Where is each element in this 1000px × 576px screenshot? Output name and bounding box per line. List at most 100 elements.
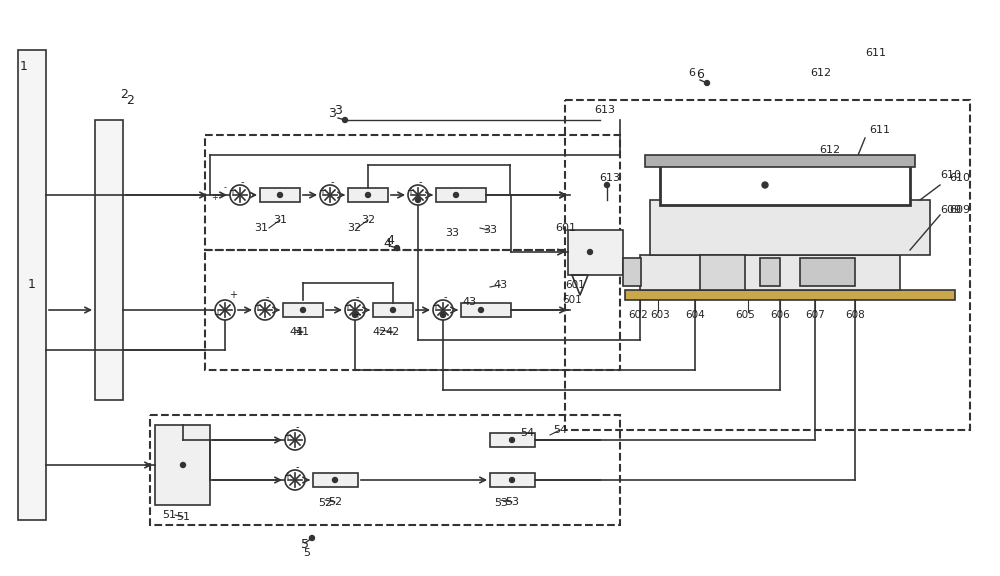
Text: 31: 31 xyxy=(273,215,287,225)
Circle shape xyxy=(390,308,396,313)
Text: -: - xyxy=(443,292,447,302)
Circle shape xyxy=(215,300,235,320)
Bar xyxy=(490,433,535,447)
Text: +: + xyxy=(343,301,351,311)
Bar xyxy=(150,415,620,525)
Circle shape xyxy=(394,245,400,251)
Bar xyxy=(623,258,641,286)
Text: 52: 52 xyxy=(318,498,332,508)
Text: 41: 41 xyxy=(289,327,303,337)
Text: 5: 5 xyxy=(301,539,309,551)
Text: +: + xyxy=(406,186,414,196)
Text: 605: 605 xyxy=(735,310,755,320)
Text: -: - xyxy=(330,177,334,187)
Bar xyxy=(95,120,123,400)
Text: 54: 54 xyxy=(553,425,567,435)
Circle shape xyxy=(320,185,340,205)
Circle shape xyxy=(230,185,250,205)
Circle shape xyxy=(454,192,458,198)
Bar xyxy=(800,258,855,286)
Bar xyxy=(313,473,358,487)
Circle shape xyxy=(278,192,283,198)
Text: +: + xyxy=(212,194,218,203)
Text: 609: 609 xyxy=(949,205,971,215)
Text: 51: 51 xyxy=(176,512,190,522)
Text: 6: 6 xyxy=(688,68,695,78)
Text: +: + xyxy=(253,301,261,311)
Circle shape xyxy=(479,308,484,313)
Text: +: + xyxy=(353,310,361,320)
Text: 43: 43 xyxy=(493,280,507,290)
Bar xyxy=(348,188,388,202)
Circle shape xyxy=(762,182,768,188)
Text: 3: 3 xyxy=(328,107,336,120)
Text: 601: 601 xyxy=(555,223,576,233)
Circle shape xyxy=(510,438,514,442)
Bar xyxy=(283,303,323,317)
Text: 33: 33 xyxy=(483,225,497,235)
Circle shape xyxy=(342,118,348,123)
Circle shape xyxy=(332,478,338,483)
Text: 603: 603 xyxy=(650,310,670,320)
Text: 42: 42 xyxy=(386,327,400,337)
Text: 4: 4 xyxy=(383,237,391,250)
Circle shape xyxy=(255,300,275,320)
Circle shape xyxy=(510,478,514,483)
Text: 610: 610 xyxy=(940,170,961,180)
Bar xyxy=(760,258,780,286)
Circle shape xyxy=(285,430,305,450)
Circle shape xyxy=(310,536,314,540)
Text: -: - xyxy=(418,177,422,187)
Bar xyxy=(625,290,955,300)
Bar xyxy=(260,188,300,202)
Text: 611: 611 xyxy=(870,125,891,135)
Text: 2: 2 xyxy=(126,93,134,107)
Circle shape xyxy=(433,300,453,320)
Text: 31: 31 xyxy=(254,223,268,233)
Text: 609: 609 xyxy=(940,205,961,215)
Text: -: - xyxy=(240,177,244,187)
Text: 2: 2 xyxy=(120,88,128,101)
Circle shape xyxy=(704,81,710,85)
Text: 53: 53 xyxy=(505,497,519,507)
Text: +: + xyxy=(229,290,237,300)
Text: 53: 53 xyxy=(494,498,508,508)
Bar xyxy=(436,188,486,202)
Text: 607: 607 xyxy=(805,310,825,320)
Circle shape xyxy=(588,249,592,255)
Text: 610: 610 xyxy=(950,173,970,183)
Text: -: - xyxy=(209,305,213,315)
Bar xyxy=(640,255,900,290)
Text: -: - xyxy=(265,292,269,302)
Text: 3: 3 xyxy=(334,104,342,116)
Text: 606: 606 xyxy=(770,310,790,320)
Text: 33: 33 xyxy=(445,228,459,238)
Bar xyxy=(373,303,413,317)
Text: 41: 41 xyxy=(296,327,310,337)
Text: +: + xyxy=(283,471,291,481)
Text: 51: 51 xyxy=(162,510,176,520)
Bar xyxy=(700,255,745,290)
Circle shape xyxy=(352,313,358,317)
Bar xyxy=(645,155,915,167)
Text: 612: 612 xyxy=(810,68,831,78)
Bar xyxy=(205,250,620,370)
Text: -: - xyxy=(355,292,359,302)
Text: 604: 604 xyxy=(685,310,705,320)
Text: 32: 32 xyxy=(347,223,361,233)
Circle shape xyxy=(604,183,610,188)
Text: -: - xyxy=(295,462,299,472)
Text: 601: 601 xyxy=(562,295,582,305)
Circle shape xyxy=(408,185,428,205)
Text: 1: 1 xyxy=(20,60,28,73)
Text: +: + xyxy=(318,186,326,196)
Text: 42: 42 xyxy=(372,327,386,337)
Circle shape xyxy=(440,313,446,317)
Circle shape xyxy=(180,463,186,468)
Text: -: - xyxy=(224,184,226,192)
Text: +: + xyxy=(228,186,236,196)
Text: +: + xyxy=(283,431,291,441)
Circle shape xyxy=(366,192,370,198)
Text: 1: 1 xyxy=(28,279,36,291)
Text: 611: 611 xyxy=(865,48,886,58)
